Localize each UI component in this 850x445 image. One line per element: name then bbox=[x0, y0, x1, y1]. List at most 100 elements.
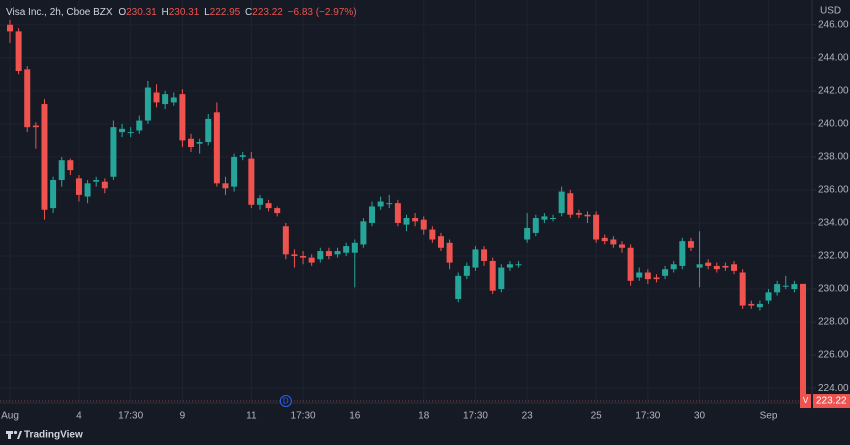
candle-body bbox=[756, 303, 763, 308]
candle-body bbox=[300, 256, 307, 258]
candle-body bbox=[351, 242, 358, 253]
candle-body bbox=[472, 249, 479, 268]
candle-body bbox=[705, 262, 712, 266]
candle-body bbox=[136, 120, 143, 131]
candle-body bbox=[343, 246, 350, 253]
candle-body bbox=[256, 198, 263, 205]
change: −6.83 (−2.97%) bbox=[288, 7, 357, 18]
x-tick-label: 17:30 bbox=[635, 411, 660, 422]
x-tick-label: 16 bbox=[349, 411, 361, 422]
candle-body bbox=[765, 292, 772, 301]
x-tick-label: 17:30 bbox=[463, 411, 488, 422]
candle-body bbox=[567, 193, 574, 215]
candle-body bbox=[722, 265, 729, 268]
candle-body bbox=[446, 242, 453, 263]
x-tick-label: 18 bbox=[418, 411, 430, 422]
candle-body bbox=[153, 92, 160, 103]
x-tick-label: 17:30 bbox=[118, 411, 143, 422]
candle-body bbox=[455, 275, 462, 299]
candle-body bbox=[127, 132, 134, 134]
candle-body bbox=[41, 104, 48, 210]
candle-body bbox=[239, 155, 246, 157]
candle-body bbox=[618, 244, 625, 248]
candle-body bbox=[265, 203, 272, 209]
candle-body bbox=[696, 264, 703, 268]
y-tick-label: 224.00 bbox=[818, 383, 849, 394]
candle-body bbox=[50, 180, 57, 209]
symbol-marker: V bbox=[803, 396, 809, 405]
candle-body bbox=[800, 283, 806, 402]
candle-body bbox=[231, 156, 238, 187]
candle-body bbox=[170, 97, 177, 103]
candle-body bbox=[274, 208, 281, 214]
ohlc-value: 222.95 bbox=[210, 7, 241, 18]
candle-body bbox=[84, 183, 91, 197]
y-tick-label: 230.00 bbox=[818, 284, 849, 295]
candle-body bbox=[403, 218, 410, 225]
brand-logo bbox=[6, 430, 22, 439]
x-tick-label: 4 bbox=[76, 411, 82, 422]
candle-body bbox=[317, 251, 324, 260]
symbol-title: Visa Inc., 2h, Cboe BZX bbox=[6, 7, 113, 18]
ohlc-key: C bbox=[245, 7, 252, 18]
candle-body bbox=[188, 138, 195, 147]
candle-body bbox=[782, 285, 789, 287]
x-tick-label: 11 bbox=[246, 411, 257, 422]
candle-body bbox=[110, 127, 117, 177]
candle-body bbox=[369, 206, 376, 223]
candle-body bbox=[679, 241, 686, 266]
candle-body bbox=[75, 178, 82, 195]
candle-body bbox=[670, 264, 677, 270]
ohlc-value: 230.31 bbox=[169, 7, 200, 18]
candle-body bbox=[325, 251, 332, 257]
candle-body bbox=[196, 142, 203, 144]
candle-body bbox=[360, 221, 367, 245]
candle-body bbox=[58, 160, 65, 181]
candle-body bbox=[429, 229, 436, 240]
candle-body bbox=[575, 213, 582, 215]
candle-body bbox=[420, 219, 427, 230]
candle-body bbox=[248, 158, 255, 205]
candle-body bbox=[119, 128, 126, 133]
candle-body bbox=[334, 251, 341, 255]
candle-body bbox=[489, 260, 496, 291]
symbol-marker-box bbox=[800, 394, 811, 409]
ohlc-value: 223.22 bbox=[252, 7, 283, 18]
x-tick-label: 17:30 bbox=[291, 411, 316, 422]
candle-body bbox=[498, 267, 505, 290]
header: Visa Inc., 2h, Cboe BZX O230.31 H230.31 … bbox=[6, 7, 357, 18]
currency: USD bbox=[820, 6, 841, 17]
candle-body bbox=[774, 284, 781, 293]
candle-body bbox=[463, 265, 470, 276]
y-tick-label: 236.00 bbox=[818, 185, 849, 196]
candle-body bbox=[481, 249, 488, 261]
y-tick-label: 234.00 bbox=[818, 218, 849, 229]
candle-body bbox=[748, 303, 755, 306]
candle-body bbox=[610, 239, 617, 245]
candle-body bbox=[636, 272, 643, 278]
y-tick-label: 242.00 bbox=[818, 85, 849, 96]
candle-body bbox=[24, 69, 31, 128]
candle-body bbox=[308, 257, 315, 263]
y-tick-label: 226.00 bbox=[818, 350, 849, 361]
grid bbox=[0, 0, 812, 403]
candle-body bbox=[205, 118, 212, 143]
candle-body bbox=[179, 94, 186, 141]
candle-body bbox=[93, 180, 100, 182]
x-tick-label: Aug bbox=[1, 411, 19, 422]
candle-body bbox=[593, 214, 600, 240]
candle-body bbox=[506, 264, 513, 268]
candle-body bbox=[101, 181, 108, 189]
candle-body bbox=[532, 218, 539, 233]
candle-body bbox=[601, 237, 608, 242]
ohlc-value: 230.31 bbox=[126, 7, 157, 18]
candle-body bbox=[515, 264, 522, 266]
candle-body bbox=[584, 214, 591, 217]
candle-body bbox=[791, 284, 798, 290]
brand: TradingView bbox=[24, 430, 83, 441]
x-tick-label: 23 bbox=[522, 411, 534, 422]
candles bbox=[7, 19, 806, 406]
candle-body bbox=[377, 201, 384, 207]
dividend-marker-circle bbox=[279, 395, 292, 407]
candle-body bbox=[541, 216, 548, 220]
